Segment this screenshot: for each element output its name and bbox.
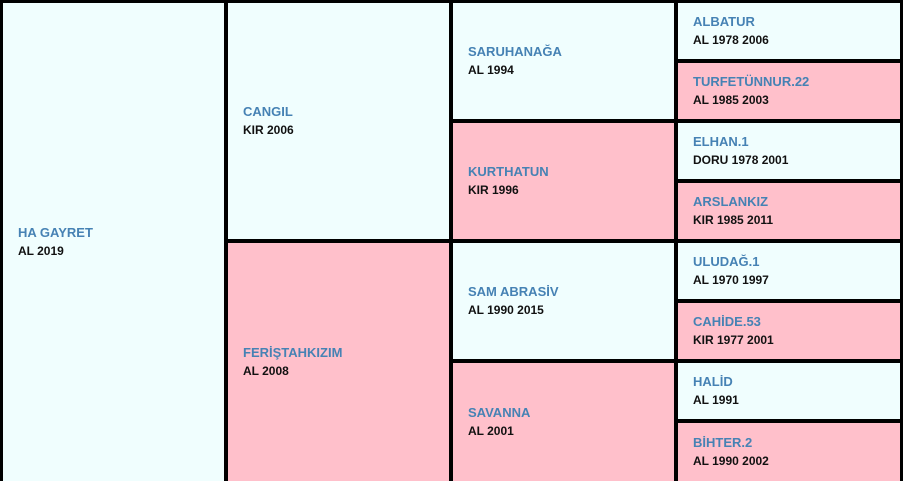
sire-sire-cell: SARUHANAĞA AL 1994	[453, 3, 674, 119]
gen3-cell-bihter: BİHTER.2 AL 1990 2002	[678, 423, 900, 481]
gen3-info: AL 1970 1997	[693, 273, 769, 287]
gen3-cell-elhan: ELHAN.1 DORU 1978 2001	[678, 123, 900, 179]
subject-name-link[interactable]: HA GAYRET	[18, 225, 93, 240]
gen3-info: KIR 1977 2001	[693, 333, 774, 347]
sire-dam-cell: KURTHATUN KIR 1996	[453, 123, 674, 239]
dam-sire-info: AL 1990 2015	[468, 303, 544, 317]
gen3-info: AL 1985 2003	[693, 93, 769, 107]
subject-cell: HA GAYRET AL 2019	[3, 3, 224, 481]
dam-dam-info: AL 2001	[468, 424, 514, 438]
gen3-cell-uludag: ULUDAĞ.1 AL 1970 1997	[678, 243, 900, 299]
gen3-info: AL 1991	[693, 393, 739, 407]
dam-name-link[interactable]: FERİŞTAHKIZIM	[243, 345, 343, 360]
subject-info: AL 2019	[18, 244, 64, 258]
gen3-cell-albatur: ALBATUR AL 1978 2006	[678, 3, 900, 59]
gen3-info: KIR 1985 2011	[693, 213, 774, 227]
gen3-cell-arslankiz: ARSLANKIZ KIR 1985 2011	[678, 183, 900, 239]
dam-sire-name-link[interactable]: SAM ABRASİV	[468, 284, 559, 299]
dam-cell: FERİŞTAHKIZIM AL 2008	[228, 243, 449, 481]
gen3-name-link[interactable]: ARSLANKIZ	[693, 194, 769, 209]
gen3-name-link[interactable]: BİHTER.2	[693, 435, 753, 450]
gen3-info: AL 1990 2002	[693, 454, 769, 468]
gen3-name-link[interactable]: ALBATUR	[693, 14, 755, 29]
gen3-cell-cahide: CAHİDE.53 KIR 1977 2001	[678, 303, 900, 359]
dam-sire-cell: SAM ABRASİV AL 1990 2015	[453, 243, 674, 359]
gen3-cell-turfetunnur: TURFETÜNNUR.22 AL 1985 2003	[678, 63, 900, 119]
gen3-name-link[interactable]: ULUDAĞ.1	[693, 254, 760, 269]
sire-info: KIR 2006	[243, 123, 294, 137]
gen3-name-link[interactable]: TURFETÜNNUR.22	[693, 74, 810, 89]
sire-sire-name-link[interactable]: SARUHANAĞA	[468, 44, 562, 59]
sire-dam-info: KIR 1996	[468, 183, 519, 197]
dam-info: AL 2008	[243, 364, 289, 378]
sire-sire-info: AL 1994	[468, 63, 514, 77]
dam-dam-cell: SAVANNA AL 2001	[453, 363, 674, 481]
sire-dam-name-link[interactable]: KURTHATUN	[468, 164, 549, 179]
gen3-cell-halid: HALİD AL 1991	[678, 363, 900, 419]
dam-dam-name-link[interactable]: SAVANNA	[468, 405, 531, 420]
gen3-name-link[interactable]: ELHAN.1	[693, 134, 749, 149]
gen3-name-link[interactable]: HALİD	[693, 374, 733, 389]
sire-cell: CANGIL KIR 2006	[228, 3, 449, 239]
sire-name-link[interactable]: CANGIL	[243, 104, 293, 119]
gen3-name-link[interactable]: CAHİDE.53	[693, 314, 761, 329]
gen3-info: DORU 1978 2001	[693, 153, 789, 167]
gen3-info: AL 1978 2006	[693, 33, 769, 47]
